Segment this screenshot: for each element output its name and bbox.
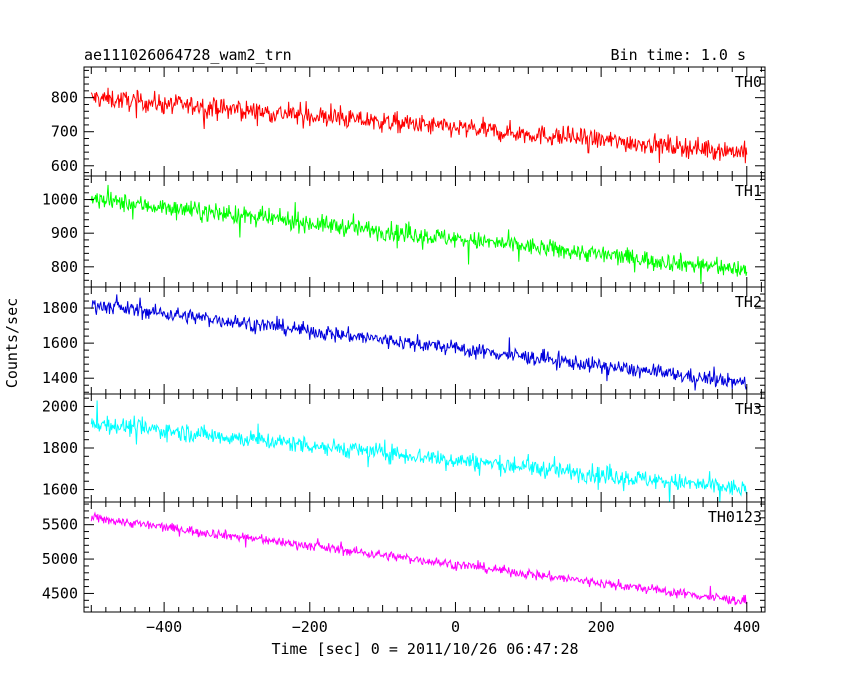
panel-th1: TH1 800 900 1000 [42, 175, 766, 288]
panel-label-th3: TH3 [735, 400, 762, 418]
x-tick-label: 0 [451, 618, 460, 636]
panel-frame [83, 501, 766, 613]
y-tick-label: 800 [51, 89, 78, 107]
series-th2 [91, 294, 748, 391]
panel-label-th0: TH0 [735, 73, 762, 91]
y-tick-label: 600 [51, 157, 78, 175]
y-tick-label: 1800 [42, 439, 78, 457]
panel-group: TH0 600 700 800 TH1 800 900 1000 TH2 1400 1600 1800… [42, 66, 766, 636]
panel-label-th1: TH1 [735, 182, 762, 200]
y-tick-label: 5500 [42, 516, 78, 534]
panel-label-th2: TH2 [735, 293, 762, 311]
y-tick-label: 5000 [42, 550, 78, 568]
series-th1 [90, 184, 748, 284]
x-tick-label: 400 [733, 618, 760, 636]
panel-th0123: TH0123 4500 5000 5500 [42, 501, 766, 613]
x-axis-label: Time [sec] 0 = 2011/10/26 06:47:28 [271, 640, 578, 658]
y-tick-label: 4500 [42, 584, 78, 602]
panel-frame [83, 393, 766, 503]
series-th0123 [90, 511, 748, 606]
series-th0 [90, 87, 748, 164]
panel-th3: TH3 1600 1800 2000 [42, 393, 766, 503]
panel-label-th0123: TH0123 [708, 508, 762, 526]
series-th3 [90, 400, 748, 502]
chart-title: ae111026064728_wam2_trn [84, 46, 292, 64]
y-tick-label: 2000 [42, 397, 78, 415]
panel-th2: TH2 1400 1600 1800 [42, 286, 766, 395]
y-tick-label: 1000 [42, 191, 78, 209]
x-tick-label: −200 [292, 618, 328, 636]
y-tick-label: 800 [51, 258, 78, 276]
y-tick-label: 1600 [42, 481, 78, 499]
y-tick-label: 1800 [42, 299, 78, 317]
bin-time-label: Bin time: 1.0 s [611, 46, 746, 64]
panel-frame [83, 286, 766, 395]
y-tick-label: 1600 [42, 334, 78, 352]
y-axis-label: Counts/sec [3, 298, 21, 388]
x-tick-label: −400 [146, 618, 182, 636]
y-tick-label: 700 [51, 123, 78, 141]
y-tick-label: 1400 [42, 369, 78, 387]
x-tick-label: 200 [588, 618, 615, 636]
panel-th0: TH0 600 700 800 [51, 66, 766, 177]
y-tick-label: 900 [51, 224, 78, 242]
